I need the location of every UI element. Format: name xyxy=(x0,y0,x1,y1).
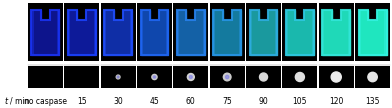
Circle shape xyxy=(116,75,120,79)
Bar xyxy=(173,3,208,61)
Circle shape xyxy=(189,75,192,79)
Bar xyxy=(173,66,208,88)
Bar xyxy=(355,3,390,61)
Bar xyxy=(203,10,205,55)
Bar xyxy=(166,10,169,55)
Bar xyxy=(239,10,241,55)
Bar xyxy=(104,10,106,55)
Text: t: t xyxy=(4,97,7,106)
Bar xyxy=(250,10,252,55)
Bar xyxy=(64,66,99,88)
Text: / min: / min xyxy=(10,97,29,106)
Bar xyxy=(283,66,317,88)
Circle shape xyxy=(368,72,377,82)
Polygon shape xyxy=(177,10,205,55)
Bar xyxy=(68,10,70,55)
Text: 105: 105 xyxy=(292,97,307,106)
Circle shape xyxy=(225,75,229,79)
Bar xyxy=(28,66,63,88)
Text: 135: 135 xyxy=(365,97,380,106)
Bar xyxy=(64,3,99,61)
Text: 30: 30 xyxy=(113,97,123,106)
Bar xyxy=(322,10,324,55)
Bar xyxy=(385,10,387,55)
Bar xyxy=(141,10,143,55)
Polygon shape xyxy=(213,10,241,55)
Bar xyxy=(319,3,354,61)
Bar xyxy=(319,66,354,88)
Bar xyxy=(101,66,136,88)
Circle shape xyxy=(152,74,157,80)
Circle shape xyxy=(260,73,267,81)
Text: 75: 75 xyxy=(222,97,232,106)
Polygon shape xyxy=(322,10,350,55)
Bar xyxy=(348,10,350,55)
Bar xyxy=(177,10,179,55)
Bar xyxy=(246,3,281,61)
Bar xyxy=(286,10,288,55)
Polygon shape xyxy=(250,10,278,55)
Text: 90: 90 xyxy=(259,97,269,106)
Polygon shape xyxy=(104,10,132,55)
Bar xyxy=(246,66,281,88)
Bar xyxy=(312,10,314,55)
Bar xyxy=(275,10,278,55)
Bar xyxy=(213,10,215,55)
Circle shape xyxy=(295,72,305,82)
Circle shape xyxy=(331,72,341,82)
Polygon shape xyxy=(68,10,96,55)
Text: 45: 45 xyxy=(150,97,160,106)
Bar xyxy=(101,3,136,61)
Polygon shape xyxy=(31,10,59,55)
Text: 60: 60 xyxy=(186,97,196,106)
Polygon shape xyxy=(286,10,314,55)
Bar xyxy=(94,10,96,55)
Text: 15: 15 xyxy=(77,97,87,106)
Circle shape xyxy=(223,73,231,81)
Bar xyxy=(283,3,317,61)
Bar xyxy=(137,66,172,88)
Bar xyxy=(137,3,172,61)
Text: no caspase: no caspase xyxy=(24,97,67,106)
Circle shape xyxy=(153,76,156,78)
Bar xyxy=(57,10,59,55)
Polygon shape xyxy=(141,10,169,55)
Bar xyxy=(28,3,63,61)
Bar xyxy=(31,10,34,55)
Bar xyxy=(359,10,361,55)
Bar xyxy=(210,66,245,88)
Bar xyxy=(355,66,390,88)
Bar xyxy=(130,10,132,55)
Circle shape xyxy=(187,74,194,80)
Bar xyxy=(210,3,245,61)
Circle shape xyxy=(117,76,119,78)
Polygon shape xyxy=(359,10,387,55)
Text: 120: 120 xyxy=(329,97,343,106)
